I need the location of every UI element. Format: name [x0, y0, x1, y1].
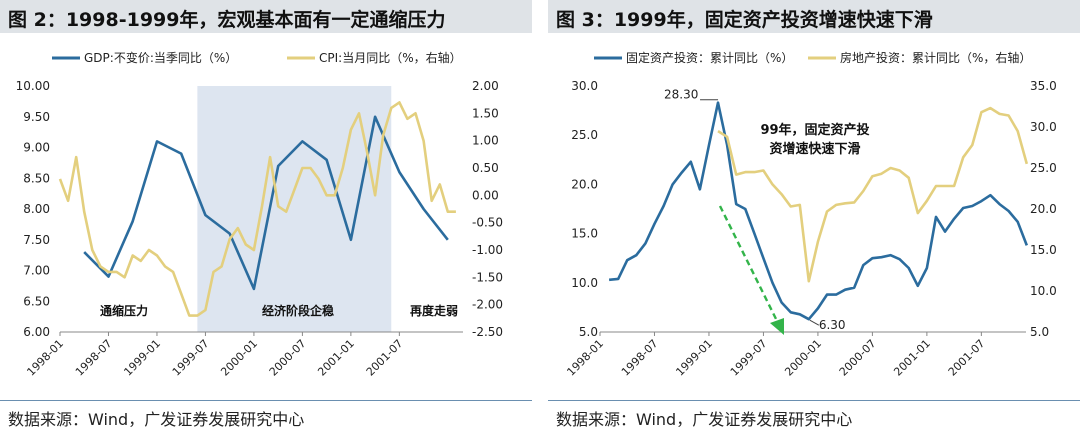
y-left-tick-label: 30.0	[571, 79, 598, 93]
y-left-tick-label: 10.00	[16, 79, 50, 93]
y-right-tick-label: 0.50	[472, 161, 499, 175]
y-right-tick-label: -2.50	[472, 325, 503, 339]
shaded-stabilization-region	[197, 86, 392, 332]
legend-label: 房地产投资：累计同比（%，右轴）	[840, 50, 1031, 65]
x-tick-label: 2001-07	[364, 337, 406, 379]
right-source-divider	[548, 400, 1080, 401]
y-right-tick-label: -1.00	[472, 243, 503, 257]
x-tick-label: 1998-01	[564, 337, 606, 379]
annotation-weakening-again: 再度走弱	[410, 303, 458, 318]
x-tick-label: 2001-01	[891, 337, 933, 379]
left-chart: 10.00 9.50 9.00 8.50 8.00 7.50 7.00 6.50 6.00 2.0…	[16, 50, 503, 379]
right-source-note: 数据来源：Wind，广发证券发展研究中心	[556, 410, 853, 429]
left-chart-panel: 图 2：1998-1999年，宏观基本面有一定通缩压力 10.00 9.50 9.0…	[0, 0, 532, 431]
annotation-description-line1: 99年，固定资产投	[760, 122, 869, 138]
y-left-tick-label: 7.00	[23, 264, 50, 278]
x-tick-label: 2000-01	[218, 337, 260, 379]
x-tick-label: 1998-01	[24, 337, 66, 379]
y-right-tick-label: 25.0	[1030, 161, 1057, 175]
y-right-tick-label: 5.0	[1030, 325, 1049, 339]
x-tick-label: 2001-07	[946, 337, 988, 379]
y-left-tick-label: 9.00	[23, 141, 50, 155]
series-line-secondary	[58, 101, 456, 317]
annotation-trough-value: 6.30	[819, 318, 846, 332]
annotation-stabilization: 经济阶段企稳	[262, 303, 334, 318]
y-right-tick-label: 2.00	[472, 79, 499, 93]
y-left-tick-label: 8.50	[23, 171, 50, 185]
y-left-tick-label: 9.50	[23, 110, 50, 124]
decline-arrow-head	[770, 318, 784, 335]
y-left-tick-label: 20.0	[571, 177, 598, 191]
x-tick-label: 2000-07	[837, 337, 879, 379]
x-tick-label: 1999-01	[121, 337, 163, 379]
series-line-primary	[608, 101, 1029, 321]
x-tick-label: 1999-07	[728, 337, 770, 379]
y-right-tick-label: 35.0	[1030, 79, 1057, 93]
annotation-description-line2: 资增速快速下滑	[769, 141, 860, 157]
legend-label: 固定资产投资：累计同比（%）	[626, 50, 793, 65]
legend-label: CPI:当月同比（%，右轴）	[319, 50, 462, 65]
y-right-tick-label: -2.00	[472, 298, 503, 312]
y-right-tick-label: -0.50	[472, 216, 503, 230]
y-right-tick-label: 10.0	[1030, 284, 1057, 298]
trough-leader-line	[809, 319, 820, 326]
y-right-tick-label: 15.0	[1030, 243, 1057, 257]
y-left-tick-label: 6.50	[23, 294, 50, 308]
annotation-deflation-pressure: 通缩压力	[100, 303, 148, 318]
y-left-tick-label: 8.00	[23, 202, 50, 216]
left-source-note: 数据来源：Wind，广发证券发展研究中心	[8, 410, 305, 429]
x-tick-label: 2001-01	[315, 337, 357, 379]
left-source-divider	[0, 400, 532, 401]
right-chart-panel: 图 3：1999年，固定资产投资增速快速下滑 30.0 25.0 20.0 15.0 1…	[548, 0, 1080, 431]
y-left-tick-label: 7.50	[23, 233, 50, 247]
y-left-tick-label: 10.0	[571, 276, 598, 290]
decline-arrow-shaft	[718, 205, 780, 324]
x-tick-label: 2000-01	[782, 337, 824, 379]
y-right-tick-label: 30.0	[1030, 120, 1057, 134]
series-line-secondary	[717, 106, 1029, 283]
y-right-tick-label: 1.00	[472, 134, 499, 148]
y-right-tick-label: -1.50	[472, 270, 503, 284]
x-tick-label: 1999-01	[673, 337, 715, 379]
x-tick-label: 1998-07	[73, 337, 115, 379]
y-left-tick-label: 15.0	[571, 227, 598, 241]
x-tick-label: 1999-07	[170, 337, 212, 379]
y-right-tick-label: 0.00	[472, 188, 499, 202]
y-left-tick-label: 5.0	[579, 325, 598, 339]
left-chart-title: 图 2：1998-1999年，宏观基本面有一定通缩压力	[8, 9, 446, 31]
legend-label: GDP:不变价:当季同比（%）	[84, 50, 237, 65]
y-right-tick-label: 20.0	[1030, 202, 1057, 216]
annotation-peak-value: 28.30	[664, 88, 698, 102]
right-chart: 30.0 25.0 20.0 15.0 10.0 5.0 35.0 30.0 25.0 20.0 1…	[564, 50, 1057, 379]
y-left-tick-label: 25.0	[571, 128, 598, 142]
series-line-primary	[83, 115, 449, 291]
left-title-bar: 图 2：1998-1999年，宏观基本面有一定通缩压力	[0, 0, 532, 33]
right-title-bar: 图 3：1999年，固定资产投资增速快速下滑	[548, 0, 1080, 33]
right-chart-title: 图 3：1999年，固定资产投资增速快速下滑	[556, 9, 933, 31]
x-tick-label: 2000-07	[267, 337, 309, 379]
y-left-tick-label: 6.00	[23, 325, 50, 339]
x-tick-label: 1998-07	[619, 337, 661, 379]
y-right-tick-label: 1.50	[472, 106, 499, 120]
